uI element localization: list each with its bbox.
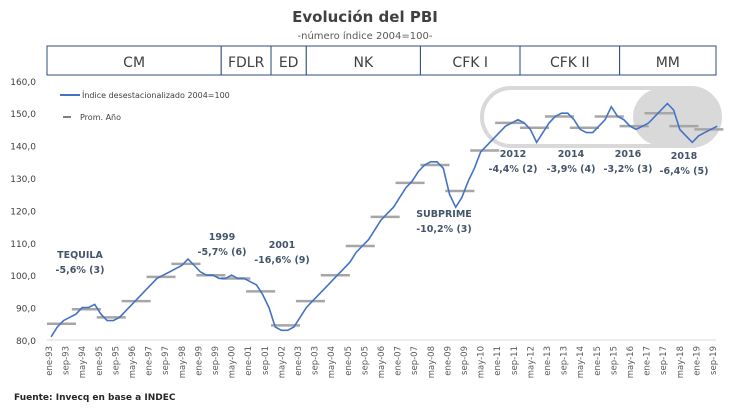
annotation-title: TEQUILA: [57, 250, 103, 261]
period-box: [270, 45, 307, 76]
x-tick-label: sep-07: [410, 346, 420, 375]
x-tick-label: ene-11: [493, 346, 503, 376]
x-tick-label: ene-07: [394, 346, 404, 376]
x-tick-label: may-12: [526, 346, 536, 378]
x-tick-label: sep-15: [609, 346, 619, 375]
period-box: [419, 45, 521, 76]
y-tick-label: 100,0: [10, 272, 36, 282]
period-label: CM: [123, 55, 145, 71]
x-tick-label: sep-17: [659, 346, 669, 375]
annotation-value: -3,2% (3): [604, 164, 653, 175]
x-tick-label: ene-13: [543, 346, 553, 376]
x-tick-label: sep-11: [510, 346, 520, 375]
x-tick-label: ene-01: [244, 346, 254, 376]
x-tick-label: may-06: [377, 346, 387, 378]
annotation-title: 2014: [558, 149, 585, 160]
period-label: CFK I: [452, 55, 488, 71]
x-tick-label: ene-97: [145, 346, 155, 376]
y-tick-label: 90,0: [16, 305, 36, 315]
x-tick-label: may-00: [228, 346, 238, 378]
annotation-title: 2012: [500, 149, 526, 160]
period-label: CFK II: [550, 55, 590, 71]
x-tick-label: sep-05: [360, 346, 370, 375]
period-box: [519, 45, 621, 76]
x-tick-label: may-10: [477, 346, 487, 378]
highlight-shade: [633, 88, 721, 146]
x-tick-label: sep-99: [211, 346, 221, 375]
x-tick-label: may-16: [626, 346, 636, 378]
x-tick-label: may-96: [128, 346, 138, 378]
x-tick-label: ene-19: [692, 346, 702, 376]
source-note: Fuente: Invecq en base a INDEC: [14, 393, 176, 403]
x-tick-label: ene-99: [194, 346, 204, 376]
legend: Índice desestacionalizado 2004=100 Prom.…: [60, 89, 230, 122]
x-tick-label: may-08: [427, 346, 437, 378]
x-tick-label: may-94: [78, 346, 88, 378]
x-tick-label: sep-09: [460, 346, 470, 375]
x-tick-label: ene-03: [294, 346, 304, 376]
x-tick-label: ene-05: [344, 346, 354, 376]
x-tick-label: sep-95: [111, 346, 121, 375]
annotation-value: -6,4% (5): [660, 166, 709, 177]
y-tick-label: 80,0: [16, 337, 36, 347]
x-tick-label: ene-95: [95, 346, 105, 376]
x-tick-label: ene-09: [443, 346, 453, 376]
period-label: FDLR: [228, 55, 265, 71]
x-tick-label: may-98: [178, 346, 188, 378]
period-box: [220, 45, 272, 76]
x-tick-label: may-18: [676, 346, 686, 378]
y-tick-label: 130,0: [10, 175, 36, 185]
annotation-value: -4,4% (2): [489, 164, 538, 175]
annotation-value: -3,9% (4): [547, 164, 596, 175]
x-tick-label: sep-93: [62, 346, 72, 375]
chart-title: Evolución del PBI: [292, 8, 438, 26]
x-tick-label: may-04: [327, 346, 337, 378]
x-tick-label: sep-01: [261, 346, 271, 375]
annotation-value: -5,6% (3): [56, 265, 105, 276]
period-box: [619, 45, 717, 76]
annotation-value: -10,2% (3): [416, 224, 472, 235]
period-label: NK: [354, 55, 374, 71]
legend-label-avg: Prom. Año: [80, 113, 121, 122]
period-box: [46, 45, 222, 76]
x-tick-label: sep-97: [161, 346, 171, 375]
annotation-value: -5,7% (6): [198, 247, 247, 258]
period-label: MM: [656, 55, 680, 71]
x-tick-label: ene-93: [45, 346, 55, 376]
x-tick-label: ene-15: [593, 346, 603, 376]
x-tick-label: may-02: [277, 346, 287, 378]
annotation-title: 2016: [615, 149, 642, 160]
chart-subtitle: -número índice 2004=100-: [298, 30, 433, 42]
y-tick-label: 160,0: [10, 78, 36, 88]
x-tick-label: ene-17: [643, 346, 653, 376]
legend-label-indice: Índice desestacionalizado 2004=100: [82, 89, 230, 100]
y-tick-label: 140,0: [10, 143, 36, 153]
annotation-title: 2001: [269, 240, 295, 251]
x-tick-label: sep-13: [560, 346, 570, 375]
annotation-title: 2018: [671, 151, 698, 162]
annotation-value: -16,6% (9): [254, 255, 310, 266]
series-line-indice: [50, 102, 718, 338]
y-tick-label: 150,0: [10, 110, 36, 120]
period-label: ED: [279, 55, 299, 71]
annotation-title: SUBPRIME: [416, 209, 472, 220]
x-tick-label: sep-03: [311, 346, 321, 375]
x-tick-label: may-14: [576, 346, 586, 378]
x-tick-label: sep-19: [709, 346, 719, 375]
y-tick-label: 120,0: [10, 207, 36, 217]
y-tick-label: 110,0: [10, 240, 36, 250]
annotation-title: 1999: [209, 232, 235, 243]
